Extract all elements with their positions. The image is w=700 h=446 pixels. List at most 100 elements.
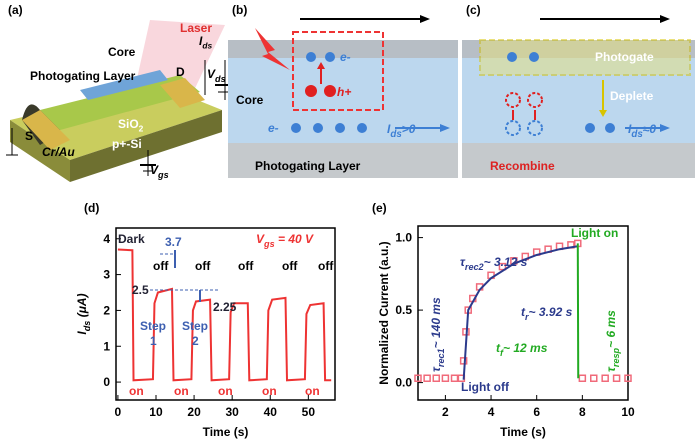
data-point <box>498 262 507 271</box>
text-part: ds <box>631 129 643 140</box>
annotation: Step <box>140 319 166 333</box>
text-part: I <box>75 331 89 335</box>
data-point <box>459 357 468 365</box>
text-part: τ <box>429 366 443 372</box>
annotation: 2.5 <box>132 283 149 297</box>
data-point <box>590 374 598 382</box>
annotation: on <box>174 384 189 398</box>
annotation: Vgs = 40 V <box>256 232 314 249</box>
diagram-label: (b) <box>232 3 247 17</box>
text-part: gs <box>263 239 275 249</box>
band-diagram-b <box>228 15 458 178</box>
annotation: on <box>129 384 144 398</box>
data-point <box>578 374 587 382</box>
text-part: on <box>218 384 233 398</box>
x-tick-label: 0 <box>115 405 122 419</box>
data-line <box>462 245 578 380</box>
diagram-label: Core <box>236 93 264 107</box>
annotation: Dark <box>118 232 145 246</box>
diagram-label: D <box>176 65 185 79</box>
annotation: on <box>262 384 277 398</box>
diagram-label: Ids <box>199 34 212 51</box>
text-part: rec2 <box>465 262 484 272</box>
text-part: I <box>628 122 632 136</box>
text-part: on <box>305 384 320 398</box>
diagram-label: p+-Si <box>112 137 142 151</box>
diagram-label: e- <box>268 121 279 135</box>
annotation: 3.7 <box>165 235 182 249</box>
annotation: (d) <box>84 201 99 215</box>
diagram-label: Ids≈0 <box>628 122 656 140</box>
data-point <box>441 374 450 382</box>
text-part: τ <box>604 366 618 372</box>
text-part: S <box>25 129 33 143</box>
x-axis-label: Time (s) <box>203 425 249 439</box>
text-part: ds <box>215 74 226 84</box>
text-part: ds <box>82 321 92 332</box>
text-part: gs <box>157 170 169 180</box>
text-part: 2.5 <box>132 283 149 297</box>
annotation: on <box>218 384 233 398</box>
text-part: Deplete <box>610 89 654 103</box>
text-part: τ <box>460 255 466 269</box>
text-part: t <box>521 305 526 319</box>
text-part: 3.7 <box>165 235 182 249</box>
annotation: Light on <box>571 226 618 240</box>
annotation: Step <box>182 319 208 333</box>
text-part: Cr/Au <box>42 145 75 159</box>
annotation: off <box>153 259 169 273</box>
data-point <box>423 374 431 382</box>
data-line <box>117 248 332 382</box>
annotation: Light off <box>461 380 510 394</box>
text-part: ~ 6 ms <box>604 310 618 348</box>
y-axis-label: Normalized Current (a.u.) <box>377 241 391 384</box>
text-part: D <box>176 65 185 79</box>
text-part: e- <box>340 50 351 64</box>
text-part: ds <box>390 129 402 140</box>
text-part: 2 <box>139 124 144 134</box>
diagram-label: SiO2 <box>118 117 144 134</box>
diagram-label: Laser <box>180 21 212 35</box>
data-point <box>601 374 609 382</box>
diagram-label: e- <box>340 50 351 64</box>
diagram-label: h+ <box>337 85 351 99</box>
text-part: off <box>195 259 211 273</box>
annotation: 2.25 <box>213 300 237 314</box>
data-point <box>432 374 441 382</box>
diagram-label: Cr/Au <box>42 145 75 159</box>
text-part: Photogate <box>595 50 654 64</box>
data-point <box>612 374 621 382</box>
x-axis-label: Time (s) <box>500 425 546 439</box>
diagram-label: Vds <box>207 67 226 84</box>
text-part: Recombine <box>490 159 555 173</box>
x-tick-label: 10 <box>149 405 163 419</box>
diagram-label: Core <box>108 45 136 59</box>
y-axis-label: Ids (μA) <box>75 293 92 334</box>
x-tick-label: 20 <box>187 405 201 419</box>
x-tick-label: 50 <box>302 405 316 419</box>
text-part: f <box>500 348 504 358</box>
x-tick-label: 2 <box>442 405 449 419</box>
diagram-label: Ids>0 <box>387 122 416 140</box>
annotation: (e) <box>372 201 387 215</box>
text-part: Step <box>140 319 166 333</box>
text-part: (c) <box>466 3 481 17</box>
data-point <box>414 374 422 382</box>
text-part: V <box>150 163 159 177</box>
text-part: >0 <box>402 122 416 136</box>
text-part: V <box>207 67 216 81</box>
x-tick-label: 6 <box>533 405 540 419</box>
device-drawing <box>6 20 235 182</box>
text-part: t <box>496 341 501 355</box>
diagram-label: Recombine <box>490 159 555 173</box>
annotation: tf~ 12 ms <box>496 341 548 358</box>
annotation: 2 <box>192 334 199 348</box>
annotation: τresp~ 6 ms <box>604 310 621 372</box>
text-part: ~ 3.12 s <box>484 255 528 269</box>
data-point <box>450 374 459 382</box>
text-part: I <box>199 34 203 48</box>
diagram-label: Deplete <box>610 89 654 103</box>
text-part: Laser <box>180 21 212 35</box>
annotation: τrec1~ 140 ms <box>429 297 446 372</box>
